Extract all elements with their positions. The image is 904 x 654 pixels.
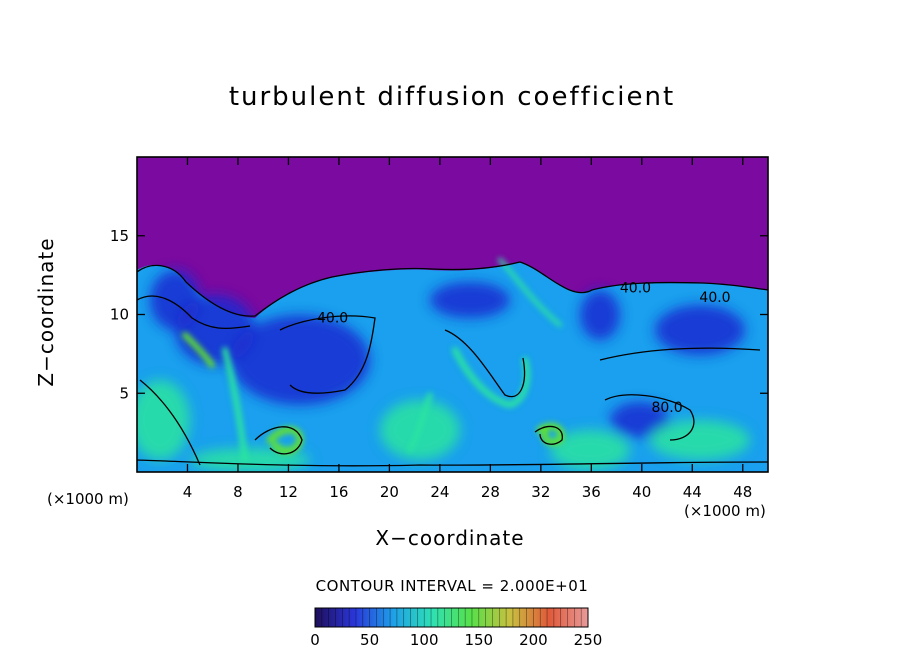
x-tick-label: 12 (279, 483, 298, 501)
x-tick-label: 32 (531, 483, 550, 501)
field-blob (580, 290, 620, 340)
x-axis-label: X−coordinate (375, 526, 525, 550)
x-tick-label: 28 (481, 483, 500, 501)
x-tick-label: 36 (582, 483, 601, 501)
x-tick-label: 4 (183, 483, 193, 501)
field-blob (150, 270, 200, 330)
contour-line (444, 329, 526, 398)
contour-line (137, 261, 768, 317)
field-streak (222, 347, 248, 463)
contour-line (139, 379, 201, 466)
field-streak (407, 392, 433, 453)
contour-line (137, 295, 251, 330)
y-tick-label: 15 (110, 227, 129, 245)
x-tick-label: 8 (233, 483, 243, 501)
field-streak (266, 426, 304, 455)
field-blob (610, 402, 670, 438)
field-streak (182, 332, 215, 368)
contour-label: 40.0 (620, 280, 651, 296)
field-blob (550, 430, 630, 470)
x-unit-label-left: (×1000 m) (47, 490, 129, 508)
contour-label: 80.0 (651, 400, 682, 416)
x-tick-label: 20 (380, 483, 399, 501)
contour-line (279, 315, 376, 394)
colorbar-tick-label: 100 (410, 631, 439, 649)
x-tick-label: 44 (683, 483, 702, 501)
field-blob (655, 305, 745, 355)
field-blob (430, 282, 510, 318)
contour-line (604, 394, 695, 441)
colorbar-tick-label: 250 (574, 631, 603, 649)
x-tick-label: 40 (632, 483, 651, 501)
field-blob (137, 380, 190, 460)
x-axis-ticks: 4 8 12 16 20 24 28 32 36 40 44 48 (183, 157, 752, 501)
contour-line (599, 347, 761, 361)
contour-line (534, 425, 563, 445)
contour-interval-label: CONTOUR INTERVAL = 2.000E+01 (315, 577, 589, 595)
heatmap-field: 40.0 40.0 40.0 80.0 (137, 157, 768, 472)
field-streak (452, 347, 530, 409)
colorbar-tick-label: 50 (360, 631, 379, 649)
colorbar-ticks: 0 50 100 150 200 250 (310, 631, 602, 649)
x-tick-label: 24 (430, 483, 449, 501)
x-unit-label-right: (×1000 m) (684, 502, 766, 520)
colorbar-tick-label: 0 (310, 631, 320, 649)
colorbar: 0 50 100 150 200 250 (310, 607, 602, 649)
contour-label: 40.0 (699, 290, 730, 306)
y-axis-label: Z−coordinate (34, 237, 58, 387)
contour-label: 40.0 (317, 310, 348, 326)
colorbar-tick-label: 150 (464, 631, 493, 649)
field-blob (650, 420, 750, 460)
x-tick-label: 16 (329, 483, 348, 501)
contour-line (137, 459, 768, 467)
field-blob (230, 315, 370, 405)
contour-labels: 40.0 40.0 40.0 80.0 (317, 280, 731, 416)
colorbar-tick-label: 200 (519, 631, 548, 649)
y-tick-label: 5 (119, 384, 129, 402)
chart-title: turbulent diffusion coefficient (228, 82, 676, 112)
x-tick-label: 48 (733, 483, 752, 501)
y-axis-ticks: 5 10 15 (110, 227, 768, 402)
colorbar-stripes (321, 608, 582, 627)
contour-lines (137, 261, 768, 467)
contour-line (254, 426, 303, 455)
y-tick-label: 10 (110, 306, 129, 324)
